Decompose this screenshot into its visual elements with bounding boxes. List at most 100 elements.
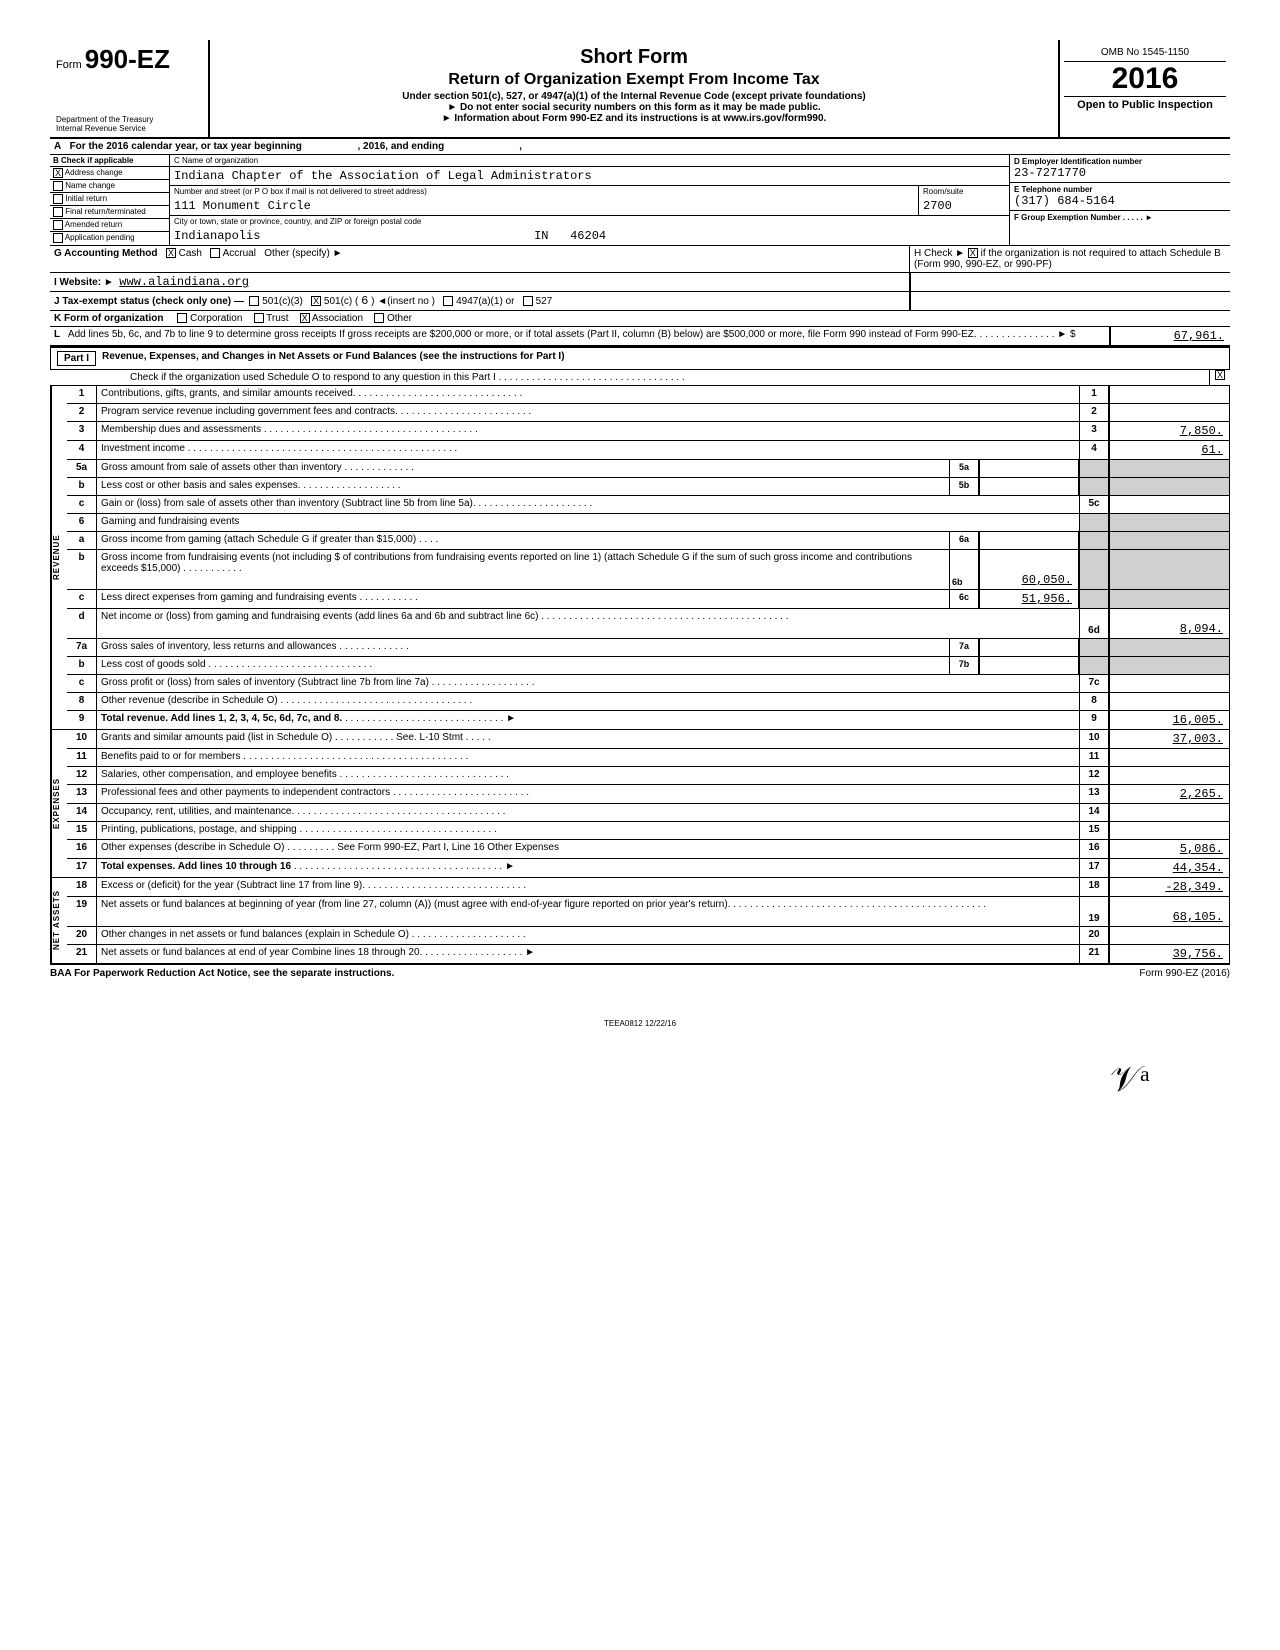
desc-7c: Gross profit or (loss) from sales of inv… (101, 677, 429, 688)
key-5a: 5a (949, 460, 979, 477)
check-4947[interactable] (443, 296, 453, 306)
check-trust[interactable] (254, 313, 264, 323)
header-left: Form 990-EZ Department of the Treasury I… (50, 40, 210, 137)
title-short-form: Short Form (218, 46, 1050, 69)
amt-18: -28,349. (1109, 878, 1229, 896)
footer-mid: TEEA0812 12/22/16 (50, 1019, 1230, 1028)
row-14: 14 Occupancy, rent, utilities, and maint… (67, 804, 1229, 822)
desc-4: Investment income (101, 443, 185, 454)
sub-7a (979, 639, 1079, 656)
num-21: 21 (67, 945, 97, 963)
check-name-change[interactable] (53, 181, 63, 191)
phone: (317) 684-5164 (1014, 194, 1115, 208)
check-501c3[interactable] (249, 296, 259, 306)
check-amended[interactable] (53, 220, 63, 230)
sub-7b (979, 657, 1079, 674)
lbl-501c3: 501(c)(3) (262, 296, 303, 307)
check-initial-return[interactable] (53, 194, 63, 204)
desc-7b: Less cost of goods sold (101, 659, 206, 670)
check-final-return[interactable] (53, 207, 63, 217)
desc-3: Membership dues and assessments (101, 424, 261, 435)
line-a-text2: , 2016, and ending (357, 141, 444, 152)
check-501c[interactable] (311, 296, 321, 306)
amt-4: 61. (1109, 441, 1229, 459)
check-cash[interactable] (166, 248, 176, 258)
line-a-text3: , (519, 141, 522, 152)
block-b-header: Check if applicable (61, 156, 133, 165)
row-6: 6 Gaming and fundraising events (67, 514, 1229, 532)
check-no-schedule-b[interactable] (968, 248, 978, 258)
num-1: 1 (67, 386, 97, 403)
amt-7c (1109, 675, 1229, 692)
group-exempt-arrow: ► (1145, 213, 1153, 222)
state: IN (534, 229, 548, 243)
num-9: 9 (67, 711, 97, 729)
check-corp[interactable] (177, 313, 187, 323)
rn-8: 8 (1079, 693, 1109, 710)
desc-5c: Gain or (loss) from sale of assets other… (101, 498, 476, 509)
check-assoc[interactable] (300, 313, 310, 323)
num-5a: 5a (67, 460, 97, 477)
row-6b: b Gross income from fundraising events (… (67, 550, 1229, 590)
check-accrual[interactable] (210, 248, 220, 258)
rn-7b-shade (1079, 657, 1109, 674)
subtitle-section: Under section 501(c), 527, or 4947(a)(1)… (218, 91, 1050, 102)
sub-6c: 51,956. (979, 590, 1079, 608)
num-7c: c (67, 675, 97, 692)
rn-10: 10 (1079, 730, 1109, 748)
desc-14: Occupancy, rent, utilities, and maintena… (101, 806, 294, 817)
lbl-assoc: Association (312, 313, 363, 324)
check-other-org[interactable] (374, 313, 384, 323)
city-label: City or town, state or province, country… (174, 217, 421, 226)
key-6b: 6b (949, 550, 979, 589)
rn-11: 11 (1079, 749, 1109, 766)
rn-1: 1 (1079, 386, 1109, 403)
num-15: 15 (67, 822, 97, 839)
footer: BAA For Paperwork Reduction Act Notice, … (50, 965, 1230, 979)
row-16: 16 Other expenses (describe in Schedule … (67, 840, 1229, 859)
row-2: 2 Program service revenue including gove… (67, 404, 1229, 422)
footer-right: Form 990-EZ (2016) (1139, 968, 1230, 979)
rn-5a-shade (1079, 460, 1109, 477)
desc-21: Net assets or fund balances at end of ye… (101, 947, 422, 958)
lbl-final-return: Final return/terminated (65, 207, 145, 216)
check-app-pending[interactable] (53, 233, 63, 243)
amt-17: 44,354. (1109, 859, 1229, 877)
amt-15 (1109, 822, 1229, 839)
desc-6d: Net income or (loss) from gaming and fun… (101, 611, 538, 622)
line-i: I Website: ► www.alaindiana.org (50, 273, 1230, 292)
open-public: Open to Public Inspection (1064, 96, 1226, 111)
lbl-app-pending: Application pending (65, 233, 135, 242)
check-address-change[interactable] (53, 168, 63, 178)
rn-19: 19 (1079, 897, 1109, 926)
amt-3: 7,850. (1109, 422, 1229, 440)
line-gh: G Accounting Method Cash Accrual Other (… (50, 246, 1230, 273)
row-20: 20 Other changes in net assets or fund b… (67, 927, 1229, 945)
amt-6b-shade (1109, 550, 1229, 589)
rn-2: 2 (1079, 404, 1109, 421)
warn-info: Information about Form 990-EZ and its in… (218, 113, 1050, 124)
desc-19: Net assets or fund balances at beginning… (101, 899, 730, 910)
rn-18: 18 (1079, 878, 1109, 896)
rn-20: 20 (1079, 927, 1109, 944)
tax-year: 2016 (1064, 62, 1226, 96)
rn-5b-shade (1079, 478, 1109, 495)
desc-8: Other revenue (describe in Schedule O) (101, 695, 278, 706)
row-11: 11 Benefits paid to or for members . . .… (67, 749, 1229, 767)
num-7b: b (67, 657, 97, 674)
check-schedule-o[interactable] (1215, 370, 1225, 380)
num-3: 3 (67, 422, 97, 440)
title-return: Return of Organization Exempt From Incom… (218, 71, 1050, 89)
check-527[interactable] (523, 296, 533, 306)
rn-17: 17 (1079, 859, 1109, 877)
rn-3: 3 (1079, 422, 1109, 440)
num-6b: b (67, 550, 97, 589)
rn-6c-shade (1079, 590, 1109, 608)
lbl-501c: 501(c) ( (324, 296, 358, 307)
rn-7a-shade (1079, 639, 1109, 656)
amt-6a-shade (1109, 532, 1229, 549)
line-k-label: K Form of organization (54, 313, 163, 324)
num-6: 6 (67, 514, 97, 531)
rn-6a-shade (1079, 532, 1109, 549)
line-k: K Form of organization Corporation Trust… (50, 311, 1230, 327)
